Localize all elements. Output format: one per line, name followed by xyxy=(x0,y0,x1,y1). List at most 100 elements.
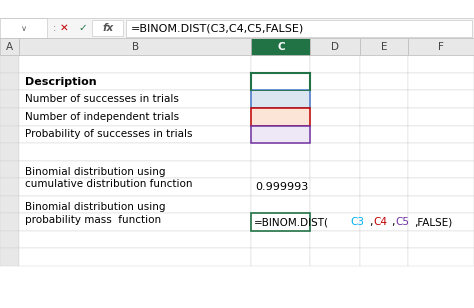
Bar xyxy=(310,196,360,213)
Text: ,FALSE): ,FALSE) xyxy=(414,217,452,227)
Bar xyxy=(310,161,360,178)
Bar xyxy=(0,249,19,266)
Bar xyxy=(0,213,19,231)
Bar xyxy=(251,73,310,91)
Bar xyxy=(251,126,310,143)
Bar xyxy=(408,108,474,126)
Text: ∨: ∨ xyxy=(21,24,27,33)
Bar xyxy=(251,231,310,249)
Text: Probability of successes in trials: Probability of successes in trials xyxy=(25,129,192,139)
Bar xyxy=(19,55,251,73)
Bar xyxy=(251,213,310,231)
Bar xyxy=(408,38,474,55)
Bar xyxy=(251,161,310,178)
Bar xyxy=(19,249,251,266)
Text: ,: , xyxy=(369,217,372,227)
Bar xyxy=(408,55,474,73)
Bar xyxy=(0,38,19,55)
Bar xyxy=(408,213,474,231)
Text: Binomial distribution using
cumulative distribution function: Binomial distribution using cumulative d… xyxy=(25,167,192,189)
Bar xyxy=(310,108,360,126)
Bar xyxy=(360,213,408,231)
Text: =BINOM.DIST(C3,C4,C5,FALSE): =BINOM.DIST(C3,C4,C5,FALSE) xyxy=(130,23,304,33)
Bar xyxy=(0,73,19,91)
Text: Binomial distribution using
probability mass  function: Binomial distribution using probability … xyxy=(25,202,165,225)
Bar xyxy=(0,231,19,249)
Text: 40: 40 xyxy=(293,94,308,104)
Bar xyxy=(360,143,408,161)
Bar xyxy=(360,108,408,126)
Text: ✕: ✕ xyxy=(60,23,68,33)
Text: C5: C5 xyxy=(396,217,410,227)
Bar xyxy=(19,91,251,108)
Bar xyxy=(310,178,360,196)
Bar xyxy=(360,91,408,108)
Text: Number of successes in trials: Number of successes in trials xyxy=(25,94,179,104)
Bar xyxy=(360,73,408,91)
Bar xyxy=(0,178,19,196)
Text: C4: C4 xyxy=(373,217,387,227)
Bar xyxy=(0,126,19,143)
Bar xyxy=(19,231,251,249)
Bar xyxy=(0,108,19,126)
Bar xyxy=(251,108,310,126)
Bar xyxy=(360,231,408,249)
Bar xyxy=(0,18,47,38)
Bar xyxy=(360,178,408,196)
Bar xyxy=(251,55,310,73)
Bar xyxy=(251,213,310,231)
Bar xyxy=(251,73,310,91)
Bar xyxy=(360,161,408,178)
Bar xyxy=(19,178,251,196)
Text: 0.999993: 0.999993 xyxy=(255,182,308,192)
Bar xyxy=(310,126,360,143)
Bar xyxy=(408,196,474,213)
Bar xyxy=(360,249,408,266)
Bar xyxy=(408,91,474,108)
Bar xyxy=(408,73,474,91)
Bar xyxy=(19,126,251,143)
Bar xyxy=(251,126,310,143)
Bar xyxy=(19,196,251,213)
Bar xyxy=(310,213,360,231)
Bar xyxy=(251,91,310,108)
Bar xyxy=(408,231,474,249)
Bar xyxy=(19,108,251,126)
Text: C: C xyxy=(277,42,285,51)
Text: F: F xyxy=(438,42,444,51)
Bar xyxy=(310,249,360,266)
Bar xyxy=(310,55,360,73)
Text: ✓: ✓ xyxy=(79,23,87,33)
Bar xyxy=(408,249,474,266)
Bar xyxy=(360,126,408,143)
Bar xyxy=(310,38,360,55)
Bar xyxy=(19,213,251,231)
Bar xyxy=(251,143,310,161)
Text: A: A xyxy=(6,42,13,51)
Text: =BINOM.DIST(: =BINOM.DIST( xyxy=(254,217,329,227)
Bar xyxy=(251,108,310,126)
Bar xyxy=(0,55,19,73)
Bar xyxy=(310,73,360,91)
Bar xyxy=(408,178,474,196)
Bar xyxy=(408,161,474,178)
Text: fx: fx xyxy=(102,23,114,33)
Bar xyxy=(251,38,310,55)
Bar xyxy=(19,161,251,178)
Bar xyxy=(310,231,360,249)
Text: C3: C3 xyxy=(351,217,365,227)
Bar xyxy=(251,178,310,196)
Text: Number of independent trials: Number of independent trials xyxy=(25,112,179,122)
Bar xyxy=(360,38,408,55)
Bar xyxy=(19,143,251,161)
Text: Data: Data xyxy=(256,77,285,87)
Bar xyxy=(251,249,310,266)
Text: :: : xyxy=(53,23,56,33)
Bar xyxy=(408,143,474,161)
Text: B: B xyxy=(131,42,139,51)
Bar xyxy=(0,161,19,178)
Bar xyxy=(0,91,19,108)
Text: D: D xyxy=(331,42,339,51)
Bar xyxy=(310,143,360,161)
Bar xyxy=(0,196,19,213)
